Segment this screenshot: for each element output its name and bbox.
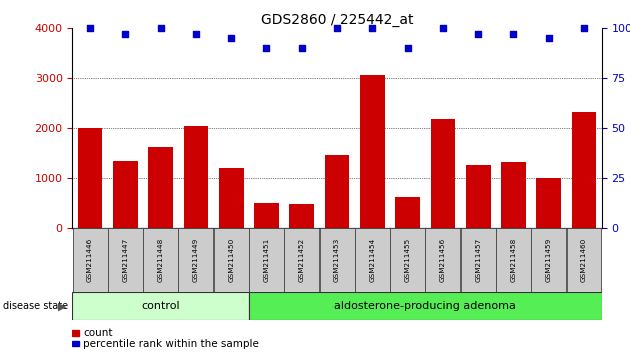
Bar (395, 197, 420, 228)
Bar (219, 169, 244, 228)
Text: GSM211447: GSM211447 (122, 238, 129, 282)
Text: percentile rank within the sample: percentile rank within the sample (83, 338, 259, 349)
Bar (254, 203, 279, 228)
Text: GSM211456: GSM211456 (440, 238, 446, 282)
Point (473, 32, 483, 37)
Point (191, 32, 201, 37)
Point (332, 25, 342, 31)
Text: disease state: disease state (3, 301, 68, 311)
Point (579, 25, 589, 31)
Text: GSM211449: GSM211449 (193, 238, 199, 282)
Bar (72, 341, 79, 347)
Text: GSM211459: GSM211459 (546, 238, 552, 282)
Text: GSM211448: GSM211448 (158, 238, 164, 282)
Point (156, 25, 166, 31)
Text: GSM211450: GSM211450 (228, 238, 234, 282)
Point (120, 32, 130, 37)
Point (261, 46, 272, 51)
Bar (355, 228, 390, 292)
Bar (390, 228, 425, 292)
Bar (360, 75, 385, 228)
Point (367, 25, 377, 31)
Text: ▶: ▶ (58, 301, 66, 311)
Point (226, 35, 236, 41)
Text: GSM211446: GSM211446 (87, 238, 93, 282)
Bar (466, 165, 491, 228)
Bar (430, 119, 455, 228)
Bar (72, 330, 79, 336)
Bar (571, 112, 597, 228)
Bar (72, 228, 108, 292)
Bar (461, 228, 496, 292)
Text: GSM211454: GSM211454 (369, 238, 375, 282)
Bar (113, 161, 138, 228)
Title: GDS2860 / 225442_at: GDS2860 / 225442_at (261, 13, 413, 27)
Text: count: count (83, 328, 113, 338)
Text: GSM211452: GSM211452 (299, 238, 305, 282)
Bar (289, 204, 314, 228)
Point (297, 46, 307, 51)
Bar (566, 228, 602, 292)
Bar (501, 162, 526, 228)
Bar (148, 147, 173, 228)
Bar (214, 228, 249, 292)
Text: control: control (141, 301, 180, 311)
Point (508, 32, 518, 37)
Bar (496, 228, 531, 292)
Point (85, 25, 95, 31)
Point (403, 46, 413, 51)
Bar (319, 228, 355, 292)
Text: GSM211457: GSM211457 (475, 238, 481, 282)
Text: GSM211455: GSM211455 (404, 238, 411, 282)
Bar (108, 228, 143, 292)
Text: GSM211460: GSM211460 (581, 238, 587, 282)
Bar (531, 228, 566, 292)
Bar (324, 155, 350, 228)
Bar (425, 228, 461, 292)
Text: GSM211458: GSM211458 (510, 238, 517, 282)
Text: GSM211451: GSM211451 (263, 238, 270, 282)
Bar (77, 129, 103, 228)
Text: GSM211453: GSM211453 (334, 238, 340, 282)
Bar (183, 126, 209, 228)
Point (544, 35, 554, 41)
Bar (72, 292, 249, 320)
Bar (536, 178, 561, 228)
Point (438, 25, 448, 31)
Bar (143, 228, 178, 292)
Bar (284, 228, 319, 292)
Bar (178, 228, 214, 292)
Bar (249, 228, 284, 292)
Text: aldosterone-producing adenoma: aldosterone-producing adenoma (335, 301, 516, 311)
Bar (249, 292, 602, 320)
